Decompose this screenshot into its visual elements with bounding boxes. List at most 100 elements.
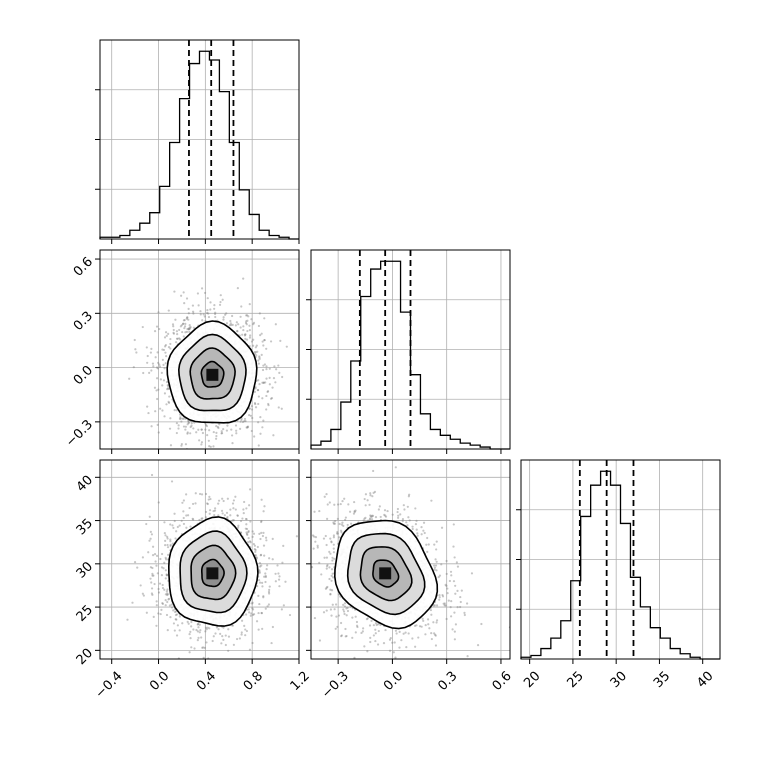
scatter-point [202,656,205,659]
scatter-point [229,322,232,325]
scatter-point [254,351,257,354]
scatter-point [188,633,191,636]
scatter-point [371,495,374,498]
scatter-point [334,603,338,606]
scatter-point [182,319,186,322]
scatter-point [342,524,345,528]
scatter-point [330,589,334,592]
scatter-point [278,585,281,588]
scatter-point [447,599,450,602]
scatter-point [426,550,429,553]
scatter-point [384,515,388,518]
scatter-point [198,439,201,442]
scatter-point [234,424,238,427]
scatter-point [206,297,209,300]
scatter-point [246,533,249,536]
scatter-point [420,533,423,536]
axes-frame [99,249,300,450]
scatter-point [259,537,262,541]
scatter-point [347,503,350,506]
scatter-point [172,325,175,328]
scatter-point [407,632,410,635]
scatter-point [379,515,382,519]
scatter-point [273,365,276,368]
scatter-point [248,648,252,651]
scatter-point [239,326,242,329]
hist-panel-0 [95,39,300,244]
scatter-point [239,420,242,423]
scatter-point [459,600,462,604]
scatter-point [450,615,453,618]
scatter-point [415,519,418,522]
x-tick-label: 40 [694,669,716,691]
scatter-point [328,550,331,553]
scatter-point [180,442,183,446]
scatter-point [277,364,280,367]
scatter-point [219,632,222,635]
scatter-point [353,656,356,659]
scatter-point [255,556,258,559]
scatter-point [411,527,414,531]
scatter-point [167,346,171,349]
scatter-point [164,331,168,334]
scatter-point [345,634,348,638]
scatter-point [200,441,204,444]
scatter-point [244,517,248,521]
scatter-point [155,604,158,607]
scatter-point [257,578,261,582]
scatter-point [157,612,160,615]
scatter-point [261,627,264,630]
scatter-point [196,630,199,633]
scatter-point [151,574,154,577]
scatter-point [255,620,259,623]
scatter-point [248,611,251,614]
scatter-point [155,377,159,380]
scatter-point [169,538,172,541]
scatter-point [187,419,190,423]
scatter-point [397,514,400,517]
scatter-point [277,572,280,575]
scatter-point [163,392,167,395]
scatter-point [169,543,172,546]
scatter-point [161,384,164,387]
scatter-point [151,554,155,557]
scatter-point [179,325,182,328]
scatter-point [252,338,255,341]
scatter-point [318,561,321,564]
scatter-point [245,323,248,326]
scatter-point [165,334,168,337]
scatter-point [343,612,346,616]
scatter-point [162,348,166,352]
scatter-point [235,637,239,641]
scatter-point [253,350,256,354]
scatter-point [312,547,315,550]
scatter-point [374,639,377,643]
scatter-point [247,315,250,318]
scatter-point [166,588,169,591]
scatter-point [324,587,328,590]
scatter-point [208,512,211,515]
scatter-point [272,377,276,380]
scatter-point [330,574,333,577]
scatter-point [172,609,175,612]
scatter-point [437,575,440,579]
scatter-point [460,589,463,592]
axes-frame [310,249,511,450]
scatter-point [156,367,160,370]
scatter-point [250,405,254,408]
scatter-point [177,424,180,427]
scatter-point [265,568,268,571]
scatter-point [366,499,369,502]
scatter-point [339,529,343,532]
scatter-point [260,531,263,534]
scatter-point [259,432,262,435]
scatter-point [440,563,443,566]
scatter-point [157,311,160,314]
scatter-point [256,350,259,353]
scatter-point [263,339,266,342]
scatter-point [364,504,367,507]
scatter-point [225,312,228,315]
scatter-point [433,568,436,571]
scatter-point [332,536,335,539]
scatter-point [229,319,232,323]
